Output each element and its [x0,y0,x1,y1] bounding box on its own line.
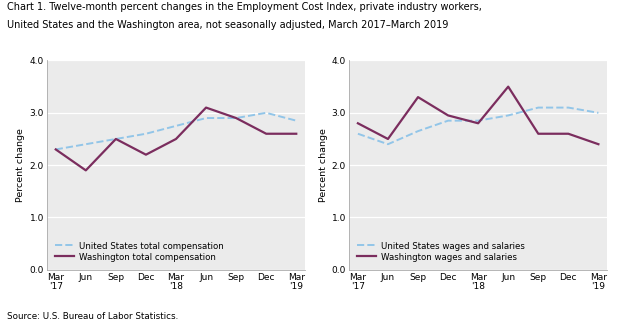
Legend: United States total compensation, Washington total compensation: United States total compensation, Washin… [54,240,225,263]
Legend: United States wages and salaries, Washington wages and salaries: United States wages and salaries, Washin… [356,240,526,263]
Text: Source: U.S. Bureau of Labor Statistics.: Source: U.S. Bureau of Labor Statistics. [7,312,179,321]
Text: Chart 1. Twelve-month percent changes in the Employment Cost Index, private indu: Chart 1. Twelve-month percent changes in… [7,2,482,12]
Y-axis label: Percent change: Percent change [16,128,26,202]
Text: United States and the Washington area, not seasonally adjusted, March 2017–March: United States and the Washington area, n… [7,20,449,30]
Y-axis label: Percent change: Percent change [318,128,328,202]
